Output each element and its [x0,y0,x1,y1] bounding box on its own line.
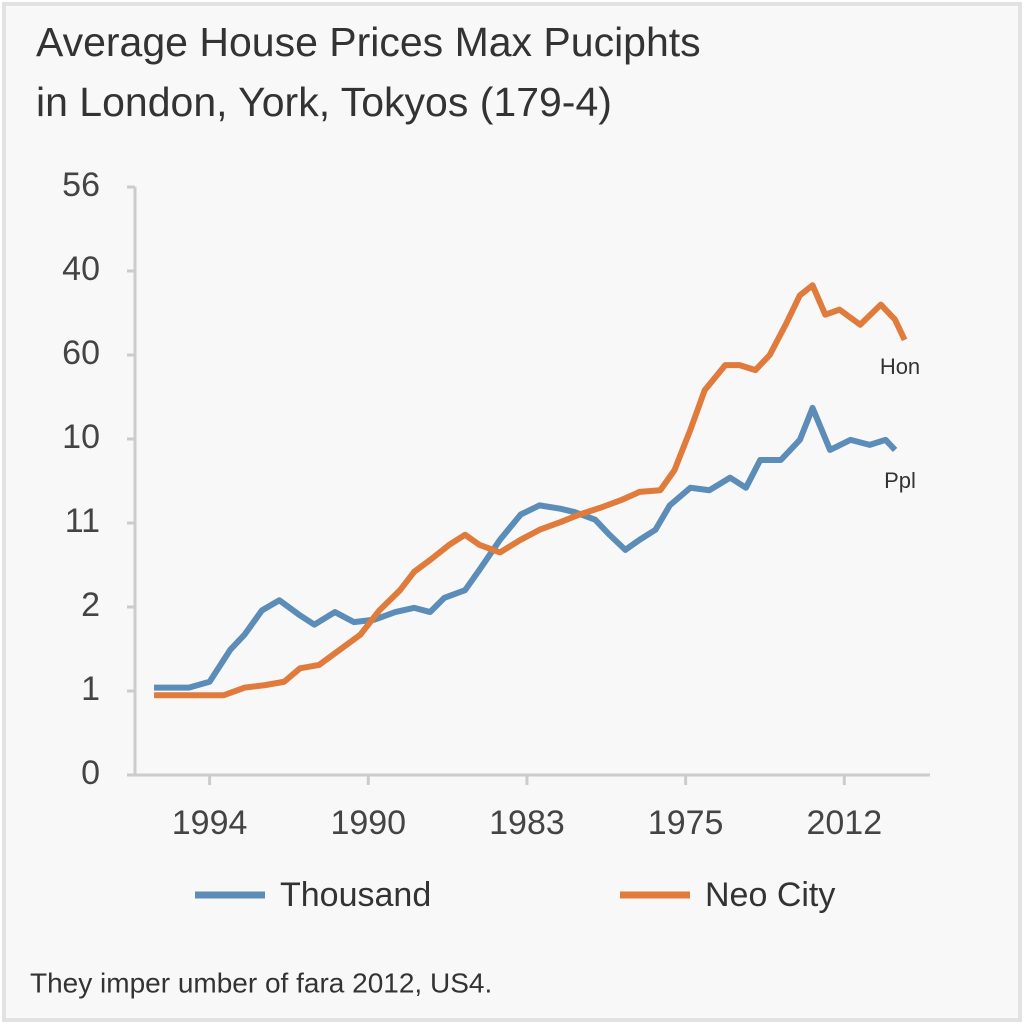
y-tick-label: 60 [62,334,100,372]
footnote: They imper umber of fara 2012, US4. [30,967,492,998]
x-tick-label: 1994 [172,804,248,842]
y-tick-label: 10 [62,418,100,456]
y-tick-label: 0 [81,754,100,792]
y-tick-label: 56 [62,166,100,204]
y-tick-label: 11 [65,502,100,540]
x-tick-label: 1983 [489,804,565,842]
data-line [154,404,898,691]
chart-title: in London, York, Tokyos (179-4) [36,79,612,125]
legend-label: Neo City [705,876,835,914]
y-tick-label: 1 [81,670,100,708]
y-tick-label: 40 [62,250,100,288]
x-tick-label: 2012 [806,804,882,842]
legend-label: Thousand [280,876,431,914]
series-label: Hon [880,354,920,379]
x-tick-label: 1975 [648,804,724,842]
data-line [154,282,908,699]
x-tick-label: 1990 [330,804,406,842]
series-label: Ppl [884,468,916,493]
chart-title: Average House Prices Max Puciphts [36,19,701,65]
y-tick-label: 2 [81,586,100,624]
